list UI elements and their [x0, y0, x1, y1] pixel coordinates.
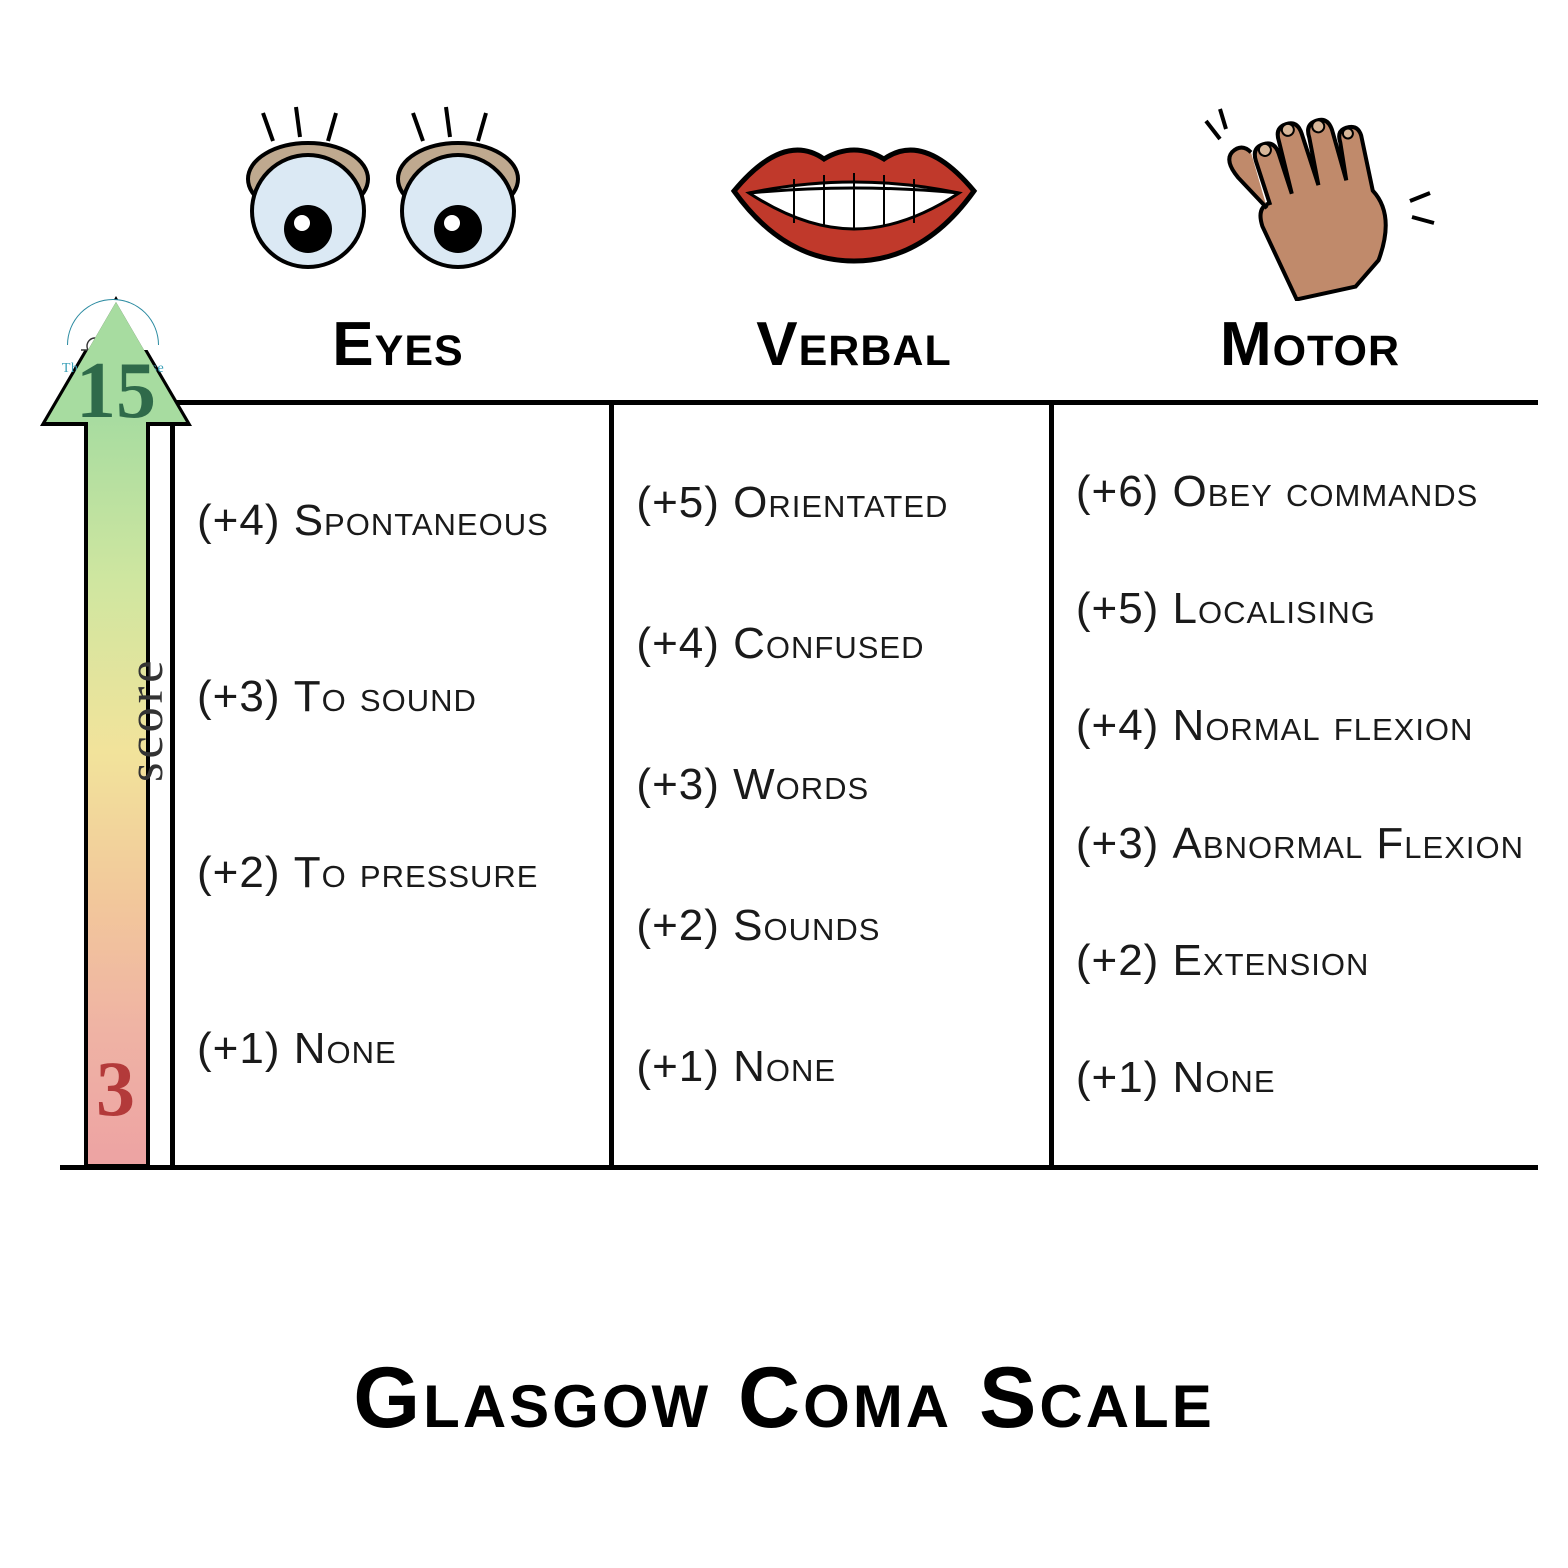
scale-item: (+2) To pressure [197, 848, 595, 898]
scale-item: (+5) Orientated [636, 478, 1034, 528]
mouth-icon [704, 111, 1004, 281]
header-motor: Motor [1082, 60, 1538, 380]
arrow-bottom-value: 3 [96, 1044, 135, 1134]
scale-item: (+3) Abnormal Flexion [1076, 819, 1524, 869]
scale-item: (+4) Spontaneous [197, 496, 595, 546]
header-row: Eyes Verbal [170, 60, 1538, 380]
scale-item: (+2) Sounds [636, 901, 1034, 951]
score-arrow: 15 score 3 [66, 302, 166, 1172]
header-label-eyes: Eyes [332, 309, 463, 380]
header-label-verbal: Verbal [756, 309, 951, 380]
column-verbal: (+5) Orientated (+4) Confused (+3) Words (+… [609, 400, 1048, 1165]
scale-item: (+2) Extension [1076, 936, 1524, 986]
column-motor: (+6) Obey commands (+5) Localising (+4) No… [1049, 400, 1538, 1165]
eyes-icon [238, 101, 558, 291]
header-verbal: Verbal [626, 60, 1082, 380]
scale-item: (+4) Normal flexion [1076, 701, 1524, 751]
page-title: Glasgow Coma Scale [0, 1349, 1568, 1448]
arrow-score-label: score [116, 657, 174, 783]
score-arrow-column: 15 score 3 [60, 400, 170, 1165]
scale-item: (+1) None [197, 1024, 595, 1074]
arrow-top-value: 15 [76, 346, 156, 437]
scale-item: (+4) Confused [636, 619, 1034, 669]
scale-table: 15 score 3 (+4) Spontaneous (+3) To sound… [60, 400, 1538, 1170]
hand-icon [1160, 91, 1460, 301]
header-label-motor: Motor [1220, 309, 1400, 380]
scale-item: (+5) Localising [1076, 584, 1524, 634]
scale-item: (+3) Words [636, 760, 1034, 810]
scale-item: (+1) None [636, 1042, 1034, 1092]
scale-item: (+3) To sound [197, 672, 595, 722]
header-eyes: Eyes [170, 60, 626, 380]
column-eyes: (+4) Spontaneous (+3) To sound (+2) To pre… [170, 400, 609, 1165]
scale-item: (+1) None [1076, 1053, 1524, 1103]
scale-item: (+6) Obey commands [1076, 467, 1524, 517]
